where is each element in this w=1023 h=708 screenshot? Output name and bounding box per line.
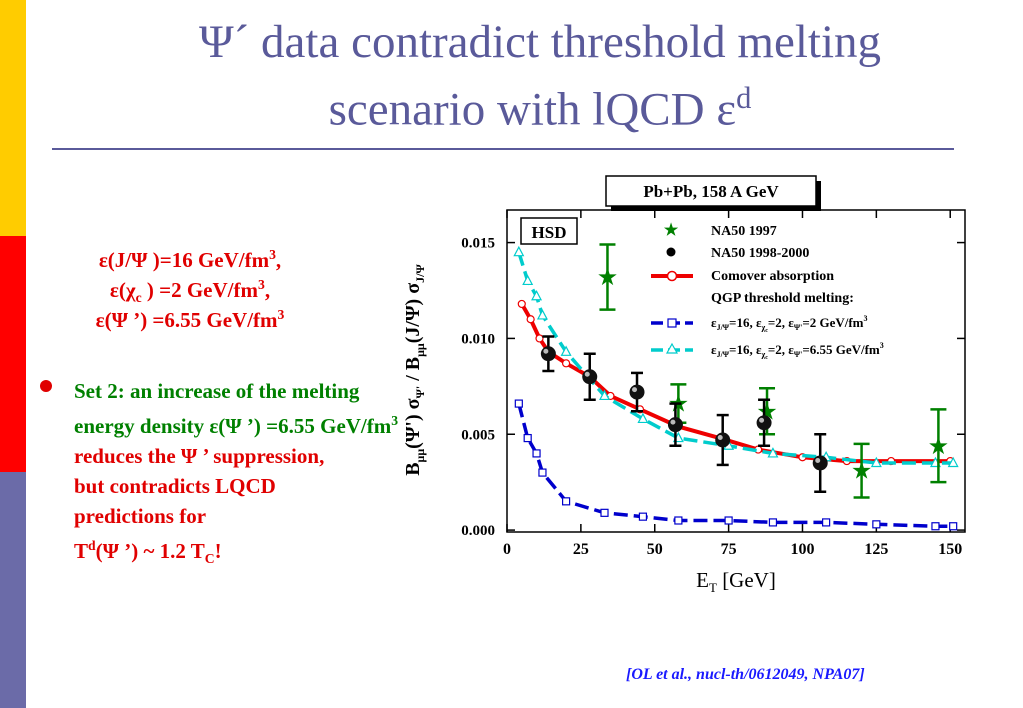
set1-marker	[538, 468, 547, 477]
set2-marker	[599, 389, 611, 401]
y-tick-label: 0.010	[461, 331, 495, 347]
set2-marker	[536, 309, 548, 320]
y-axis-label: Bμμ(Ψ') σΨ' / Bμμ(J/Ψ) σJ/Ψ	[402, 264, 427, 476]
set2-marker	[522, 274, 534, 286]
legend-comover-marker	[666, 270, 678, 282]
y-tick-label: 0.000	[461, 523, 495, 539]
na50-9800-highlight	[632, 387, 638, 393]
set1-marker	[523, 433, 532, 443]
set1-marker	[931, 522, 940, 531]
model-curves	[513, 245, 959, 531]
set-label: Set 2:	[74, 379, 125, 403]
x-tick-label: 100	[790, 541, 814, 558]
set-description: an increase of the melting energy densit…	[74, 379, 392, 438]
x-tick-label: 0	[503, 541, 511, 558]
title-divider	[52, 148, 954, 150]
y-tick-label: 0.005	[461, 427, 495, 443]
legend-set1-marker	[667, 318, 677, 328]
na50-9800-highlight	[670, 419, 676, 425]
bullet-line-3: predictions for	[74, 504, 207, 528]
legend-na50-1997: NA50 1997	[711, 224, 777, 239]
x-tick-label: 125	[864, 541, 888, 558]
set1-marker	[514, 399, 523, 408]
legend-set2: εJ/Ψ=16, εχc=2, εΨ'=6.55 GeV/fm3	[711, 341, 884, 361]
na50-9800-point	[540, 346, 556, 362]
epsilon-jpsi: ε(J/Ψ )=16 GeV/fm3,	[98, 247, 282, 272]
comover-marker	[517, 299, 526, 309]
na50-9800-highlight	[815, 458, 821, 463]
bullet-text: Set 2: an increase of the melting energy…	[74, 379, 399, 567]
bullet-icon	[40, 380, 52, 392]
x-tick-label: 150	[938, 541, 962, 558]
set1-marker	[768, 518, 778, 527]
epsilon-psiprime: ε(Ψ ’) =6.55 GeV/fm3	[95, 307, 285, 332]
legend-set1: εJ/Ψ=16, εχc=2, εΨ'=2 GeV/fm3	[711, 314, 868, 334]
slide-title: Ψ´ data contradict threshold melting sce…	[60, 14, 1020, 138]
na50-9800-highlight	[717, 435, 723, 440]
legend-na50-9800: NA50 1998-2000	[711, 246, 809, 261]
x-tick-label: 50	[647, 541, 663, 558]
na50-9800-highlight	[543, 348, 549, 354]
epsilon-chic: ε(χc ) =2 GeV/fm3,	[109, 277, 271, 306]
legend-qgp-title: QGP threshold melting:	[711, 291, 854, 306]
na50-1997-point: ★	[851, 459, 873, 485]
y-tick-label: 0.015	[461, 236, 495, 252]
bullet-line-4: Td(Ψ ’) ~ 1.2 TC!	[74, 538, 222, 567]
set1-marker	[822, 518, 831, 527]
set1-marker	[872, 520, 881, 529]
bullet-line-1: reduces the Ψ ’ suppression,	[74, 444, 325, 468]
na50-9800-point	[629, 384, 645, 400]
x-tick-label: 25	[573, 541, 589, 558]
set1-marker	[600, 508, 609, 517]
na50-1997-point: ★	[928, 434, 950, 460]
citation: [OL et al., nucl-th/0612049, NPA07]	[626, 666, 865, 683]
data-points: ★★ ★★★	[540, 243, 950, 499]
legend-comover: Comover absorption	[711, 269, 834, 284]
set1-marker	[638, 512, 648, 521]
na50-9800-point	[756, 415, 772, 431]
title-line-2: scenario with lQCD εd	[328, 81, 752, 136]
set2-marker	[531, 289, 543, 301]
title-line-1: Ψ´ data contradict threshold melting	[198, 16, 882, 68]
legend-star-icon: ★	[664, 222, 679, 239]
set2-marker	[560, 345, 572, 356]
comover-marker	[561, 359, 571, 368]
comover-marker	[535, 334, 544, 343]
model-label-box	[520, 217, 578, 245]
na50-9800-point	[812, 455, 828, 471]
x-tick-label: 75	[721, 541, 737, 558]
na50-1997-point: ★	[597, 265, 619, 291]
na50-9800-point	[715, 432, 731, 448]
set1-marker	[724, 516, 733, 525]
set1-marker	[561, 497, 571, 506]
collision-label-box	[605, 175, 817, 207]
set1-marker	[674, 516, 683, 525]
set1-marker	[532, 449, 541, 458]
set1-curve	[517, 403, 954, 529]
sidebar-segment-red	[0, 236, 26, 472]
sidebar-segment-yellow	[0, 0, 26, 236]
set2-marker	[637, 412, 649, 424]
bullet-line-2: but contradicts LQCD	[74, 474, 276, 498]
axes: 0 25 50 75 100 125 150 0.000 0.005 0.010 0.015	[461, 210, 965, 558]
na50-9800-point	[667, 417, 683, 433]
plot-frame	[506, 209, 966, 533]
na50-9800-point	[582, 369, 598, 385]
na50-9800-highlight	[759, 417, 765, 423]
set1-marker	[949, 522, 958, 531]
model-label: HSD	[532, 223, 567, 242]
set2-marker	[513, 245, 525, 257]
na50-9800-highlight	[584, 371, 590, 377]
legend-set2-marker	[665, 342, 679, 354]
legend-ball-icon	[666, 247, 676, 257]
x-axis-label: ET [GeV]	[696, 568, 776, 595]
sidebar-segment-blue	[0, 472, 26, 708]
set2-marker	[767, 447, 779, 458]
set2-marker	[947, 456, 959, 468]
collision-label: Pb+Pb, 158 A GeV	[643, 182, 779, 201]
legend: ★ NA50 1997 NA50 1998-2000 Comover absor…	[651, 222, 884, 361]
comover-marker	[526, 315, 535, 324]
psi-ratio-chart: Pb+Pb, 158 A GeV HSD 0 25 50 75 100 125 150 0.0…	[402, 175, 966, 595]
set2-marker	[870, 456, 882, 468]
